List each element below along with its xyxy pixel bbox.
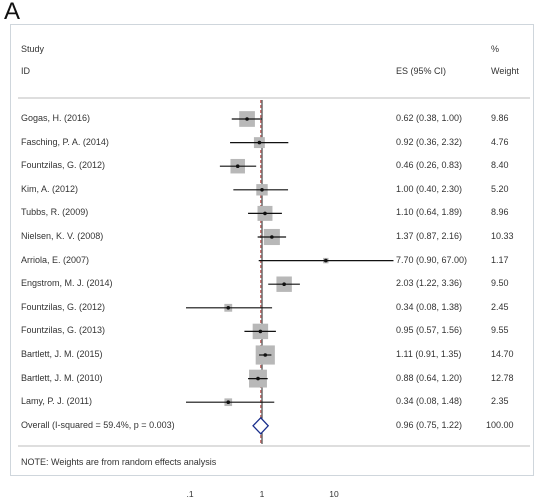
study-weight: 5.20 [491, 183, 509, 194]
header-id: ID [21, 66, 30, 76]
point-estimate [324, 258, 328, 263]
study-es-ci: 7.70 (0.90, 67.00) [396, 254, 468, 265]
study-label: Tubbs, R. (2009) [21, 207, 89, 218]
study-es-ci: 1.11 (0.91, 1.35) [396, 349, 462, 359]
study-label: Fountzilas, G. (2013) [21, 325, 106, 336]
point-estimate [260, 188, 264, 192]
study-es-ci: 1.10 (0.64, 1.89) [396, 207, 463, 218]
header-weight: Weight [491, 66, 519, 76]
weights-note: NOTE: Weights are from random effects an… [21, 457, 217, 467]
study-es-ci: 0.34 (0.08, 1.48) [396, 396, 463, 407]
point-estimate [226, 400, 231, 405]
study-weight: 2.45 [491, 301, 509, 312]
header-es: ES (95% CI) [396, 66, 447, 76]
study-label: Gogas, H. (2016) [21, 113, 91, 123]
study-weight: 9.55 [491, 325, 509, 336]
overall-diamond [252, 416, 270, 435]
point-estimate [263, 211, 267, 216]
header-study: Study [21, 44, 45, 54]
x-tick-label: .1 [186, 489, 194, 499]
study-label: Fasching, P. A. (2014) [21, 136, 109, 147]
study-weight: 8.40 [491, 160, 509, 171]
study-es-ci: 0.92 (0.36, 2.32) [396, 136, 463, 147]
study-weight: 8.96 [491, 207, 509, 218]
overall-weight: 100.00 [486, 419, 514, 430]
study-label: Fountzilas, G. (2012) [21, 160, 106, 171]
study-es-ci: 1.37 (0.87, 2.16) [396, 231, 463, 241]
study-weight: 12.78 [491, 372, 514, 383]
study-es-ci: 0.95 (0.57, 1.56) [396, 325, 463, 336]
study-es-ci: 1.00 (0.40, 2.30) [396, 183, 463, 194]
study-label: Fountzilas, G. (2012) [21, 301, 106, 312]
study-es-ci: 0.62 (0.38, 1.00) [396, 113, 463, 123]
point-estimate [226, 306, 231, 310]
study-weight: 9.50 [491, 278, 509, 289]
panel-label: A [4, 0, 21, 25]
point-estimate [245, 117, 249, 121]
study-label: Nielsen, K. V. (2008) [21, 231, 104, 241]
study-label: Engstrom, M. J. (2014) [21, 278, 113, 289]
study-weight: 1.17 [491, 254, 509, 265]
overall-label: Overall (I-squared = 59.4%, p = 0.003) [21, 419, 175, 430]
point-estimate [235, 164, 240, 168]
point-estimate [282, 282, 286, 287]
point-estimate [257, 140, 262, 145]
x-tick-label: 10 [329, 489, 339, 499]
study-weight: 10.33 [491, 231, 514, 241]
overall-es-ci: 0.96 (0.75, 1.22) [396, 419, 463, 430]
study-weight: 2.35 [491, 396, 509, 407]
point-estimate [263, 353, 268, 357]
x-tick-label: 1 [259, 489, 265, 499]
header-percent: % [491, 44, 500, 54]
study-es-ci: 0.88 (0.64, 1.20) [396, 372, 463, 383]
study-label: Bartlett, J. M. (2010) [21, 372, 103, 383]
point-estimate [258, 329, 263, 334]
point-estimate [256, 376, 260, 381]
study-weight: 4.76 [491, 136, 509, 147]
study-label: Lamy, P. J. (2011) [21, 396, 93, 407]
study-es-ci: 0.34 (0.08, 1.38) [396, 301, 463, 312]
study-weight: 14.70 [491, 349, 514, 359]
study-label: Kim, A. (2012) [21, 183, 79, 194]
study-weight: 9.86 [491, 113, 509, 123]
x-axis-strip [0, 480, 542, 501]
study-es-ci: 2.03 (1.22, 3.36) [396, 278, 463, 289]
plot-frame [10, 24, 534, 476]
study-label: Bartlett, J. M. (2015) [21, 349, 103, 359]
study-es-ci: 0.46 (0.26, 0.83) [396, 160, 463, 171]
point-estimate [270, 235, 274, 239]
study-label: Arriola, E. (2007) [21, 254, 90, 265]
